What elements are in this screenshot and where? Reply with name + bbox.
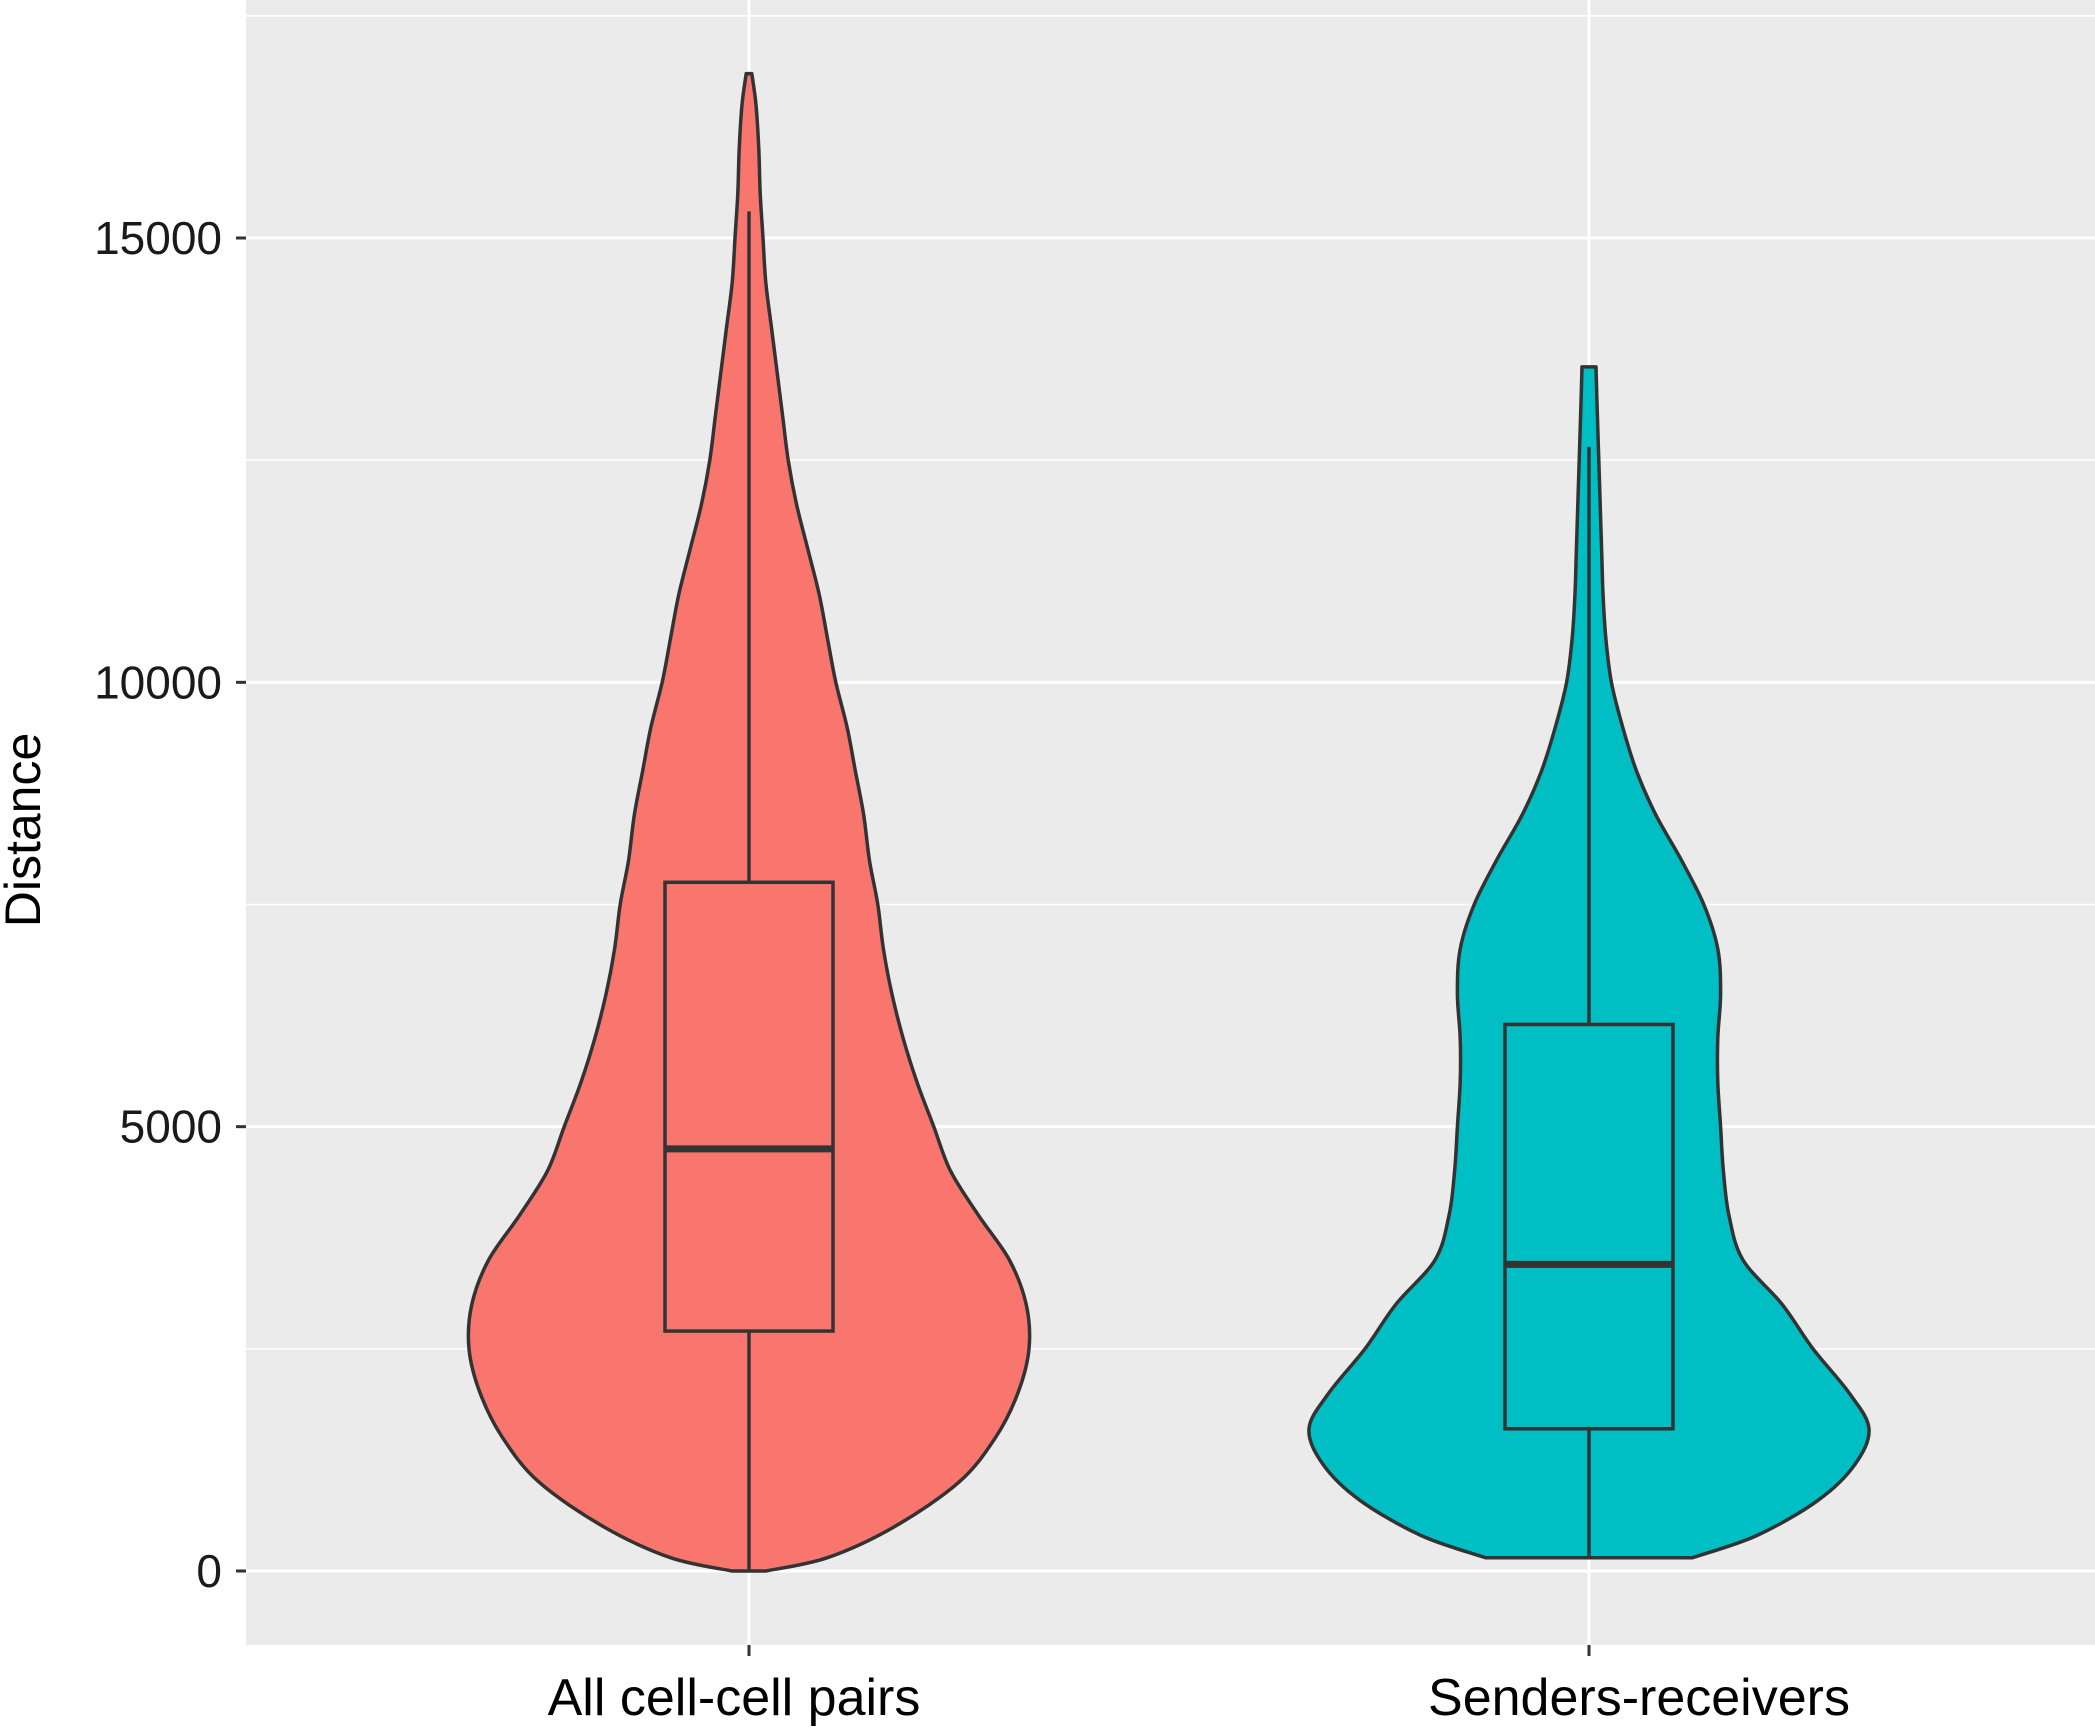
x-category-label: All cell-cell pairs — [548, 1669, 921, 1727]
boxplot-layer — [663, 211, 1675, 1571]
axes: 0 5000 10000 15000 All cell-cell pairs Sender… — [94, 212, 1850, 1727]
iqr-box — [1503, 1022, 1675, 1431]
y-tick-label: 5000 — [120, 1101, 222, 1153]
y-tick-label: 15000 — [94, 212, 222, 264]
y-tick-label: 10000 — [94, 656, 222, 708]
iqr-box — [663, 880, 835, 1333]
y-tick-label: 0 — [196, 1545, 222, 1597]
y-axis-title: Distance — [0, 733, 51, 928]
x-category-label: Senders-receivers — [1428, 1669, 1850, 1727]
